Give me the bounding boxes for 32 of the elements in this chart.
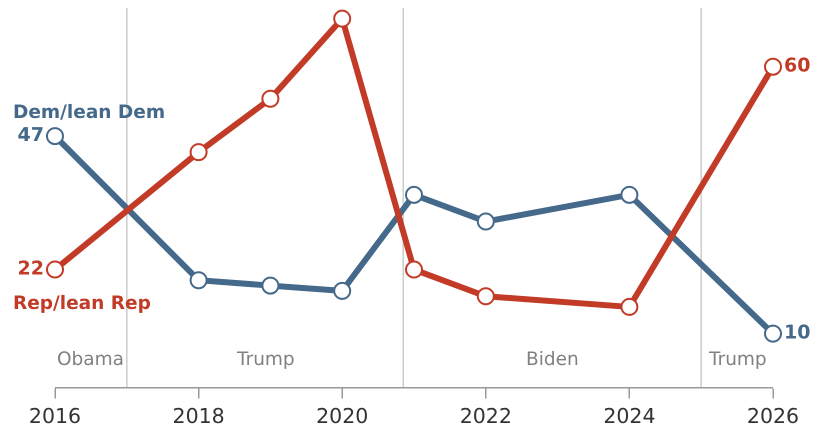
x-tick-label: 2026 [746, 404, 800, 426]
data-label: 47 [18, 124, 44, 146]
x-tick-label: 2022 [460, 404, 512, 426]
x-tick-label: 2020 [316, 404, 368, 426]
annotation: Obama [57, 349, 124, 370]
point [405, 260, 423, 279]
data-label: 10 [784, 321, 810, 344]
point [190, 271, 208, 290]
point [46, 260, 64, 279]
point [333, 282, 352, 300]
series-label: Dem/lean Dem [13, 102, 166, 123]
point [476, 287, 495, 306]
point [261, 90, 280, 108]
x-tick-label: 2018 [172, 404, 225, 426]
point [190, 143, 208, 162]
point [261, 276, 280, 295]
point [405, 186, 423, 204]
x-tick-label: 2024 [603, 404, 656, 426]
annotation: Trump [236, 349, 295, 370]
point [476, 212, 495, 231]
data-label: 60 [784, 54, 810, 76]
data-label: 22 [18, 257, 44, 280]
annotation: Trump [708, 349, 767, 370]
point [764, 58, 782, 76]
point [764, 324, 782, 343]
point [620, 186, 638, 204]
annotation: Biden [526, 349, 579, 370]
x-tick-label: 2016 [28, 404, 82, 426]
point [620, 298, 638, 316]
point [46, 127, 64, 146]
series-label: Rep/lean Rep [13, 293, 151, 314]
point [333, 10, 352, 28]
